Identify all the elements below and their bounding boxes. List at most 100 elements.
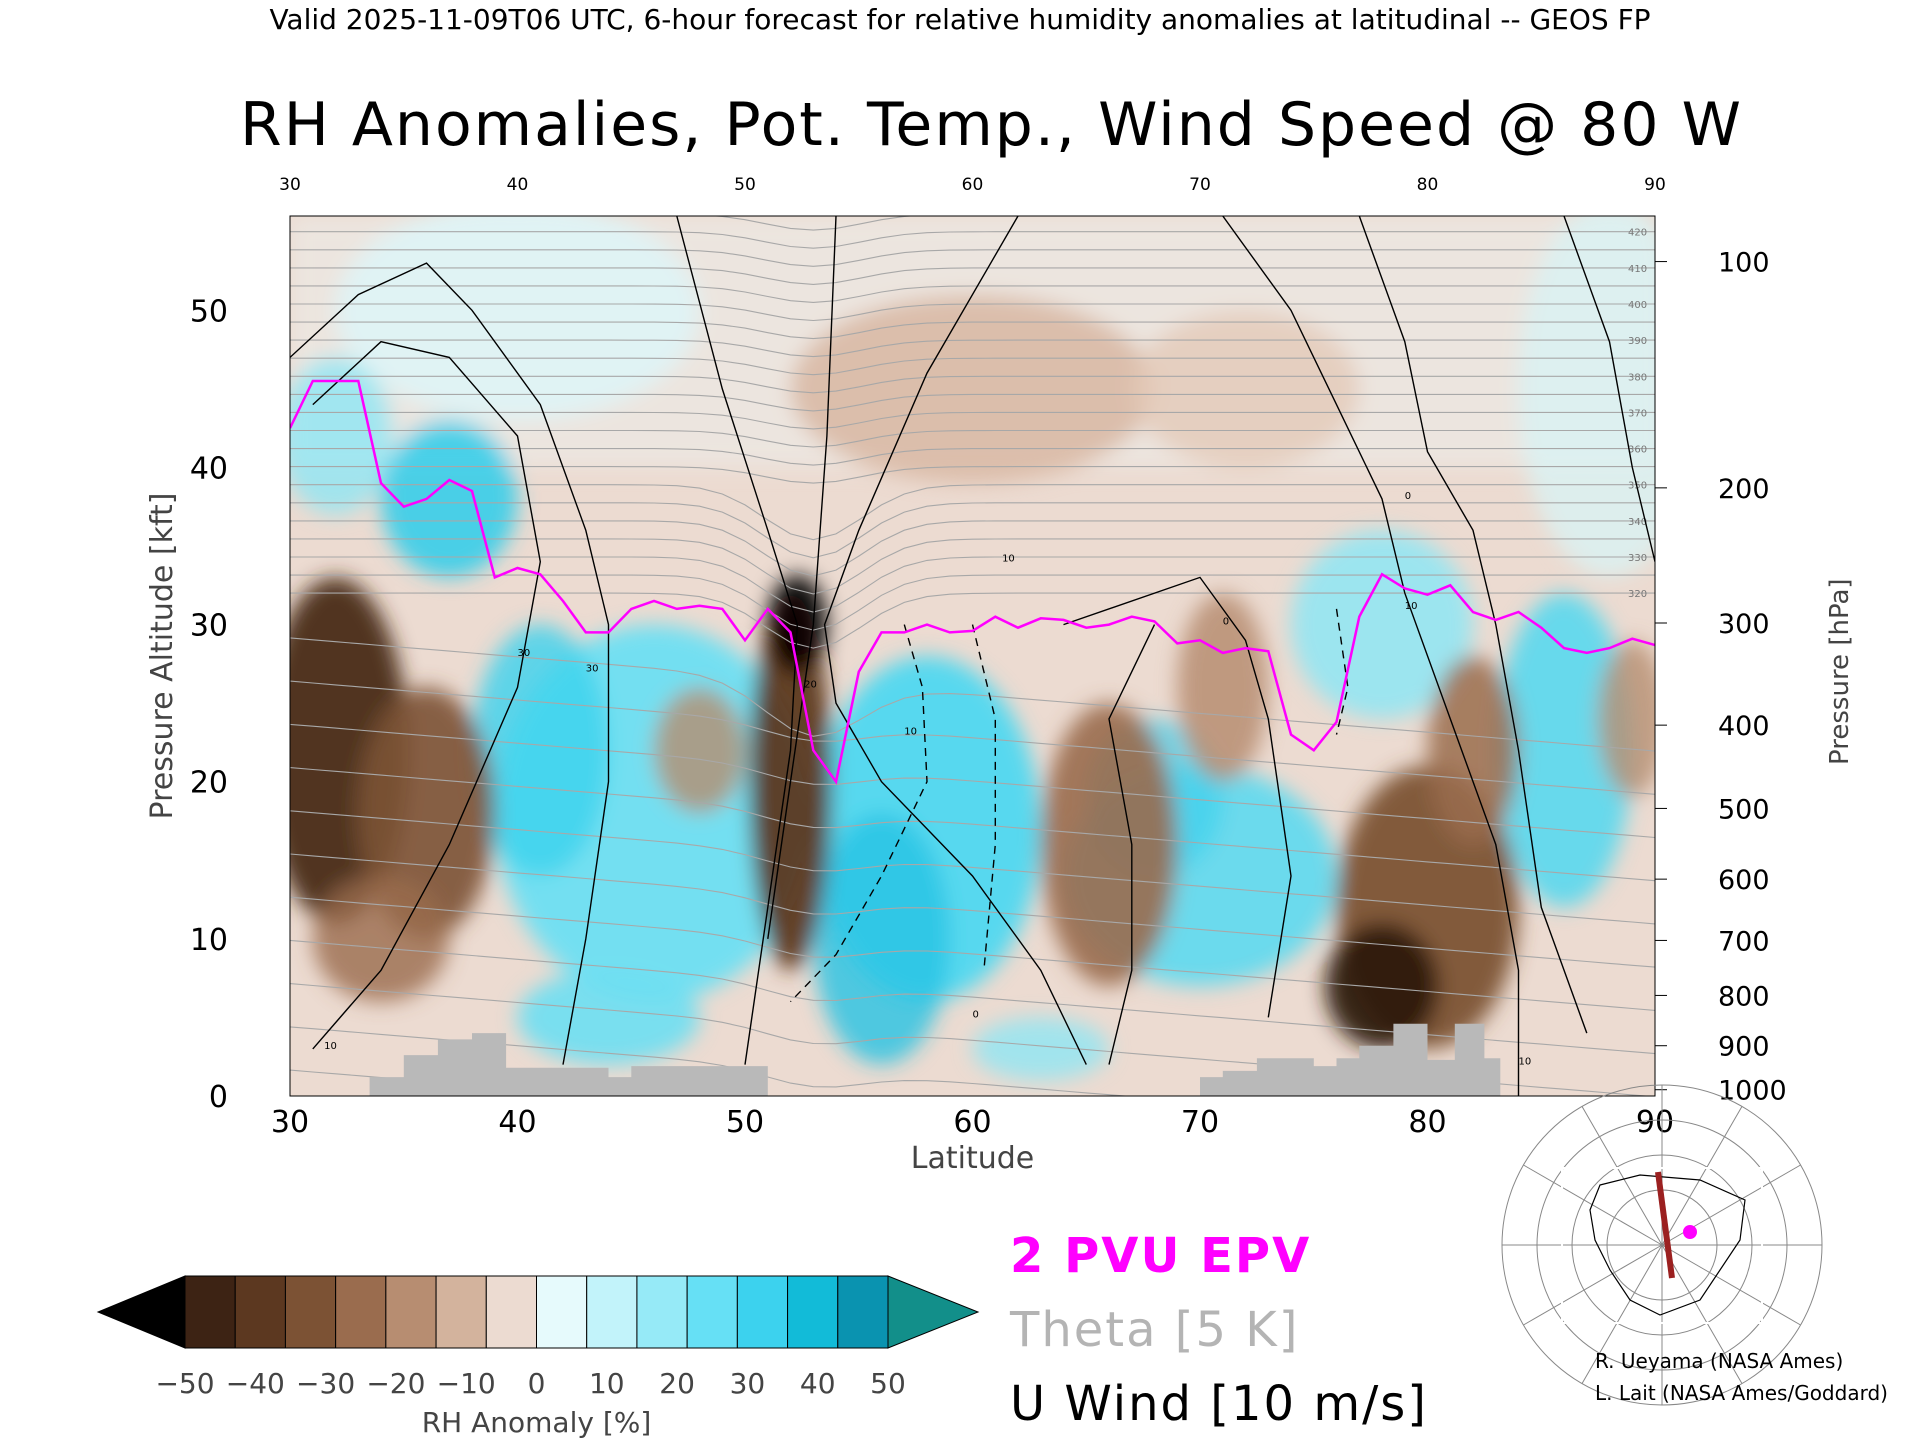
- pressure-tick-label: 1000: [1718, 1076, 1787, 1107]
- pressure-tick-label: 700: [1718, 926, 1770, 957]
- theta-contour: [290, 680, 1655, 795]
- colorbar-tick-label: 50: [870, 1367, 906, 1400]
- colorbar-segment: [485, 1275, 537, 1349]
- x-tick-label: 60: [953, 1105, 991, 1140]
- rh-anomaly-blob: [358, 687, 495, 939]
- theta-contour: [290, 853, 1655, 968]
- pressure-tick-label: 600: [1718, 865, 1770, 896]
- rh-anomaly-blob: [1427, 656, 1519, 845]
- legend-theta: Theta [5 K]: [1010, 1302, 1300, 1358]
- u-wind-contour-label: 10: [904, 727, 917, 738]
- theta-contour: [290, 393, 1655, 412]
- y-right-axis-label: Pressure [hPa]: [1825, 578, 1855, 765]
- legend-u-wind: U Wind [10 m/s]: [1010, 1376, 1429, 1432]
- inset-map-meridian: [1523, 1244, 1663, 1326]
- theta-contour: [290, 231, 1655, 249]
- colorbar-segment: [787, 1275, 839, 1349]
- colorbar-segment: [536, 1275, 588, 1349]
- u-wind-contour: [1222, 216, 1520, 1096]
- theta-contour: [290, 810, 1655, 925]
- theta-contour: [290, 767, 1655, 882]
- u-wind-contour-label: 10: [1405, 601, 1418, 612]
- x-top-tick-label: 30: [279, 175, 301, 195]
- theta-contour-label: 320: [1628, 589, 1647, 600]
- colorbar-tick-label: −50: [155, 1367, 214, 1400]
- theta-contour: [290, 321, 1655, 340]
- colorbar-segment: [385, 1275, 437, 1349]
- rh-anomaly-blob: [472, 624, 609, 876]
- theta-contour: [290, 303, 1655, 322]
- theta-contour: [290, 484, 1655, 541]
- u-wind-contour-label: 10: [324, 1041, 337, 1052]
- x-tick-label: 80: [1408, 1105, 1446, 1140]
- chart-title: RH Anomalies, Pot. Temp., Wind Speed @ 8…: [240, 90, 1743, 160]
- pressure-tick-label: 900: [1718, 1032, 1770, 1063]
- colorbar-segment: [435, 1275, 487, 1349]
- colorbar-label: RH Anomaly [%]: [422, 1406, 652, 1439]
- colorbar-tick-label: 30: [730, 1367, 766, 1400]
- terrain: [290, 1023, 1655, 1096]
- inset-map-border: [1561, 1167, 1763, 1324]
- y-axis-label: Pressure Altitude [kft]: [145, 493, 180, 820]
- theta-contour: [290, 285, 1655, 303]
- y-tick-label: 20: [190, 766, 228, 801]
- rh-anomaly-blob: [312, 876, 450, 1002]
- y-tick-label: 40: [190, 451, 228, 486]
- rh-anomaly-blob: [1598, 640, 1655, 798]
- x-top-tick-label: 80: [1417, 175, 1439, 195]
- colorbar-tick-label: 0: [528, 1367, 546, 1400]
- theta-contour-label: 340: [1628, 517, 1647, 528]
- credit-line-1: R. Ueyama (NASA Ames): [1595, 1349, 1844, 1373]
- theta-contour-label: 390: [1628, 336, 1647, 347]
- u-wind-contour-label: 30: [586, 664, 599, 675]
- u-wind-contour: [676, 216, 799, 1065]
- colorbar-tick-label: −40: [226, 1367, 285, 1400]
- u-wind-contour-label: 30: [518, 648, 531, 659]
- colorbar-segment: [837, 1275, 889, 1349]
- theta-contour: [290, 520, 1655, 577]
- colorbar-segment: [335, 1275, 387, 1349]
- credits: R. Ueyama (NASA Ames) L. Lait (NASA Ames…: [1595, 1345, 1888, 1409]
- theta-contour: [290, 249, 1655, 267]
- colorbar-segment: [736, 1275, 789, 1349]
- x-tick-label: 40: [498, 1105, 536, 1140]
- theta-contour: [290, 1026, 1132, 1096]
- x-axis-label: Latitude: [911, 1141, 1034, 1176]
- u-wind-contour: [1563, 216, 1655, 562]
- u-wind-contour: [971, 624, 996, 971]
- colorbar-segment: [586, 1275, 638, 1349]
- pressure-tick-label: 500: [1718, 794, 1770, 825]
- colorbar-tick-label: −20: [366, 1367, 425, 1400]
- theta-contour: [290, 637, 1655, 752]
- x-top-tick-label: 90: [1644, 175, 1666, 195]
- u-wind-contour-label: 10: [1519, 1057, 1532, 1068]
- rh-anomaly-blob: [972, 1017, 1109, 1081]
- colorbar-tick-label: 40: [800, 1367, 836, 1400]
- rh-anomaly-blob: [335, 216, 700, 421]
- rh-anomaly-blob: [1325, 923, 1439, 1049]
- u-wind-contour-label: 0: [1223, 617, 1229, 628]
- legend-2pvu: 2 PVU EPV: [1010, 1228, 1312, 1284]
- inset-map-meridian: [1661, 1244, 1743, 1384]
- colorbar-segment: [636, 1275, 688, 1349]
- u-wind-contours: 30 30 20 10 0 10 0 10 0 10 10: [290, 216, 1655, 1096]
- u-wind-contour-label: 20: [804, 679, 817, 690]
- theta-contour-label: 400: [1628, 300, 1647, 311]
- theta-contour-label: 380: [1628, 372, 1647, 383]
- theta-contour-label: 360: [1628, 445, 1647, 456]
- u-wind-contour-label: 0: [1405, 491, 1411, 502]
- theta-contour: [290, 896, 1655, 1011]
- rh-anomaly-blob: [1131, 310, 1360, 468]
- inset-map-coastline: [1589, 1174, 1746, 1316]
- theta-contour: [290, 357, 1655, 376]
- rh-anomaly-blob: [290, 357, 393, 515]
- colorbar-tick-label: 10: [589, 1367, 625, 1400]
- u-wind-contour: [767, 216, 837, 940]
- u-wind-contour: [1063, 576, 1292, 1018]
- theta-contour: [290, 429, 1655, 448]
- theta-contour: [290, 556, 1655, 613]
- theta-contour: [290, 267, 1655, 285]
- colorbar-segment: [234, 1275, 286, 1349]
